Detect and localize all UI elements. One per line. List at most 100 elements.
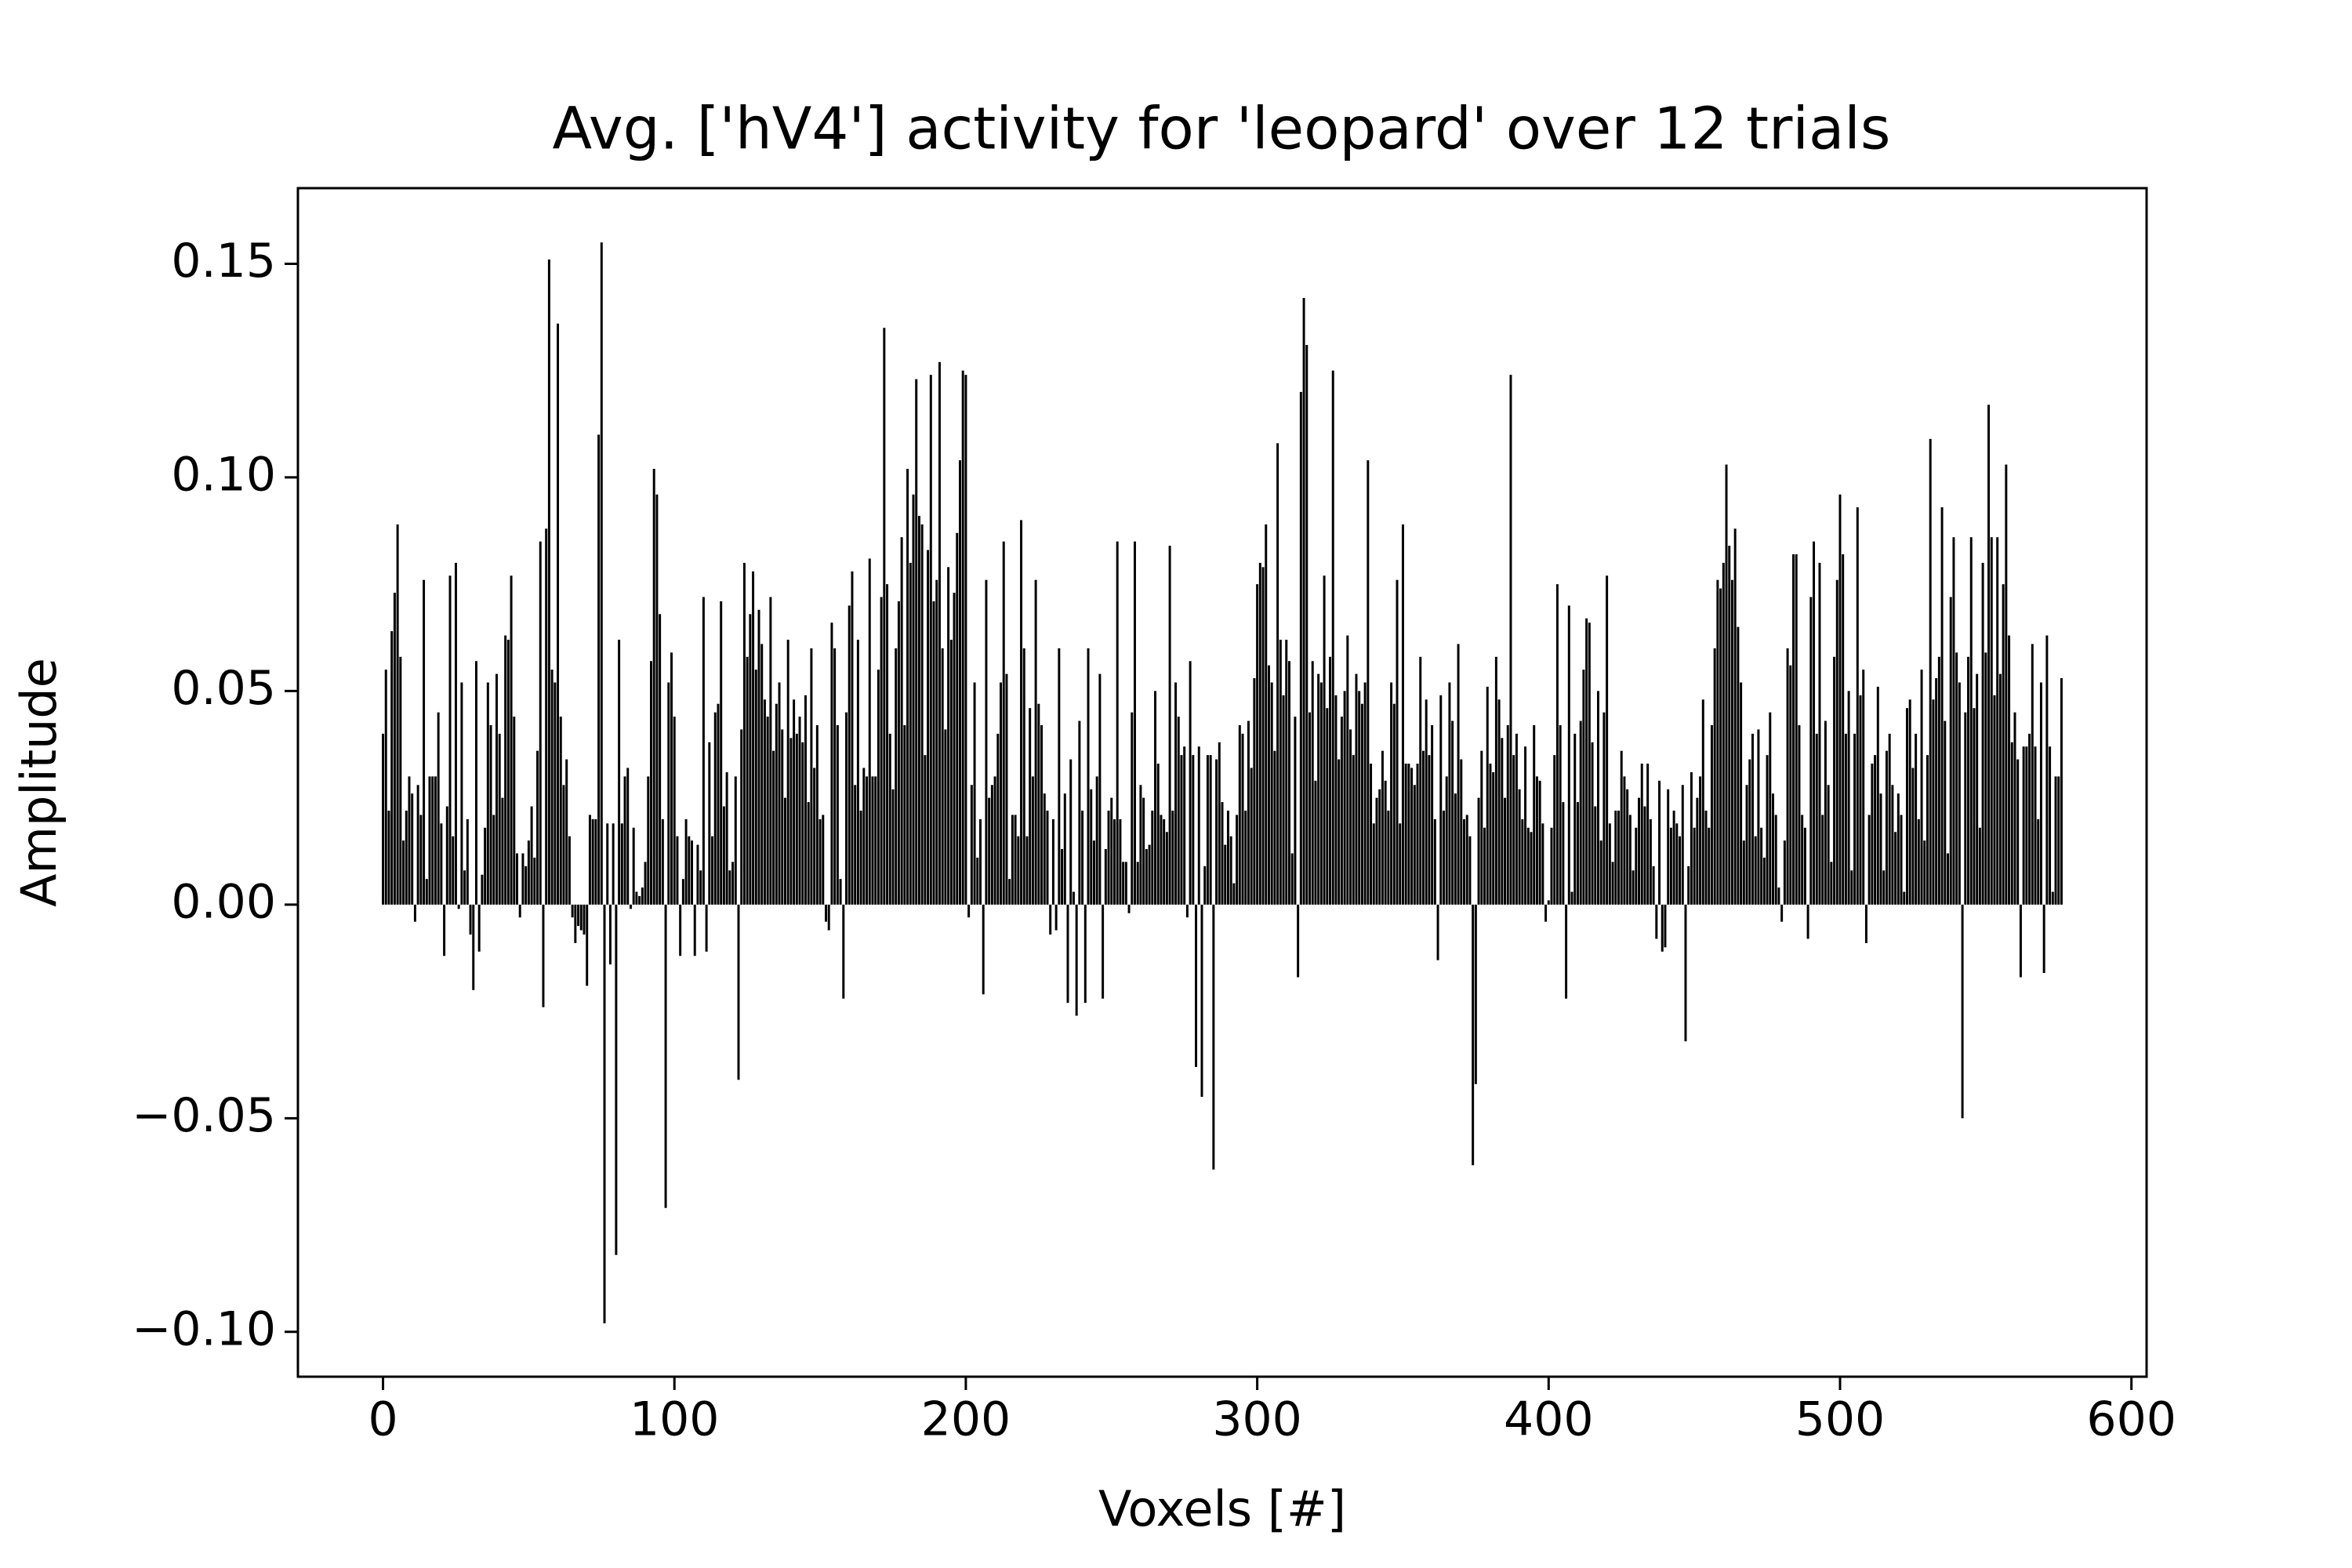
- bar: [871, 776, 874, 905]
- bar: [693, 904, 696, 956]
- bar: [1693, 827, 1696, 905]
- bar: [1929, 438, 1932, 905]
- bar: [970, 785, 973, 905]
- bar: [559, 717, 562, 905]
- bar: [1585, 618, 1588, 905]
- bar: [1253, 678, 1256, 905]
- bar: [1061, 849, 1064, 905]
- bar: [866, 776, 869, 905]
- bar: [1436, 904, 1439, 960]
- bar: [1521, 818, 1524, 905]
- bar: [1762, 857, 1766, 905]
- bar: [1806, 904, 1809, 939]
- bar: [795, 733, 798, 905]
- bar: [1509, 375, 1512, 905]
- bar: [1294, 717, 1297, 905]
- bar: [757, 609, 760, 905]
- bar: [1911, 768, 1915, 905]
- bar: [1098, 673, 1102, 905]
- bar: [684, 818, 688, 905]
- bar: [1069, 759, 1073, 905]
- bar: [1122, 862, 1125, 905]
- bar: [1428, 755, 1431, 905]
- bar: [1859, 695, 1862, 905]
- bar: [1567, 605, 1570, 905]
- bar: [1699, 776, 1702, 905]
- bar: [1250, 768, 1253, 905]
- bar: [1229, 836, 1232, 905]
- bar: [1891, 785, 1894, 905]
- bar: [399, 656, 402, 905]
- bar: [1029, 708, 1032, 905]
- bar: [1949, 597, 1952, 905]
- y-tick-label: −0.05: [132, 1088, 276, 1143]
- y-axis-label: Amplitude: [10, 658, 67, 907]
- bar: [786, 639, 789, 905]
- bar: [1000, 682, 1003, 905]
- bar: [393, 593, 396, 905]
- bar: [1477, 797, 1480, 905]
- bar: [1212, 904, 1215, 1170]
- bar: [996, 733, 1000, 905]
- bar: [1480, 750, 1483, 905]
- bar: [1821, 815, 1824, 905]
- bar: [1370, 764, 1373, 905]
- bar: [1139, 785, 1142, 905]
- bar: [1596, 691, 1599, 905]
- bar: [641, 887, 644, 905]
- bar: [1285, 639, 1288, 905]
- bar: [1565, 904, 1568, 999]
- bar: [382, 733, 385, 905]
- bar: [1483, 827, 1486, 905]
- bar: [2016, 759, 2020, 905]
- y-tick-label: 0.10: [171, 448, 276, 503]
- bar: [1961, 904, 1964, 1119]
- bar: [827, 904, 830, 931]
- bar: [696, 844, 699, 905]
- bar: [437, 712, 440, 905]
- bar: [988, 797, 991, 905]
- bar: [405, 810, 408, 905]
- bar: [1667, 789, 1670, 905]
- x-tick-label: 600: [2086, 1392, 2176, 1447]
- bar: [1349, 729, 1352, 905]
- bar: [1066, 904, 1069, 1004]
- bar: [938, 361, 941, 905]
- bar: [571, 904, 574, 918]
- bar: [769, 597, 772, 905]
- bar: [722, 806, 725, 905]
- bar: [1719, 588, 1722, 905]
- bar: [527, 840, 530, 905]
- bar: [1241, 733, 1244, 905]
- bar: [2008, 635, 2011, 905]
- bar: [2005, 464, 2008, 905]
- bar: [897, 601, 900, 905]
- bar: [1319, 682, 1323, 905]
- bar: [1515, 733, 1518, 905]
- bar: [1745, 785, 1748, 905]
- bar: [2037, 818, 2040, 905]
- bar: [783, 797, 786, 905]
- bar: [2060, 678, 2063, 905]
- bar: [961, 370, 964, 905]
- bar: [880, 597, 883, 905]
- bar: [1932, 699, 1935, 905]
- bar: [1022, 648, 1025, 905]
- bar: [1290, 853, 1294, 905]
- bar: [947, 567, 950, 905]
- bar: [1981, 562, 1984, 905]
- bar: [2042, 904, 2045, 974]
- bar: [1530, 832, 1533, 905]
- bar: [568, 836, 571, 905]
- bar: [443, 904, 446, 956]
- bar: [985, 579, 988, 905]
- bar: [1040, 724, 1044, 905]
- chart-title: Avg. ['hV4'] activity for 'leopard' over…: [553, 96, 1891, 163]
- x-tick-label: 0: [368, 1392, 397, 1447]
- bar: [2019, 904, 2022, 978]
- bar: [1882, 870, 1886, 905]
- bar: [652, 469, 655, 905]
- bar: [419, 815, 423, 905]
- bar: [1518, 789, 1521, 905]
